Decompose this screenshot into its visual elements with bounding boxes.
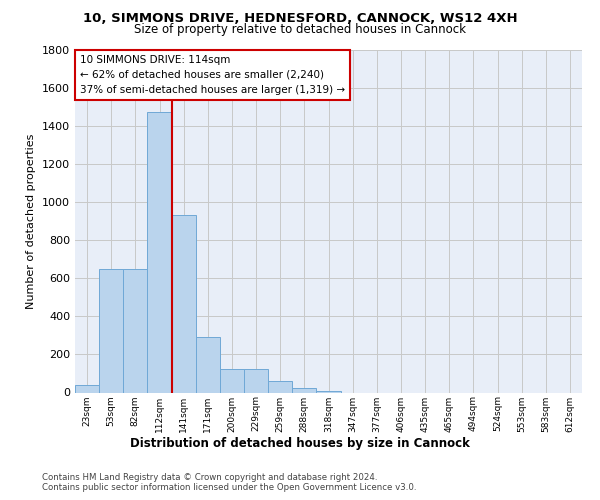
Bar <box>75 386 99 392</box>
Bar <box>196 338 220 392</box>
Bar <box>244 368 268 392</box>
Bar <box>292 388 316 392</box>
Text: Size of property relative to detached houses in Cannock: Size of property relative to detached ho… <box>134 22 466 36</box>
Bar <box>220 368 244 392</box>
Text: Contains HM Land Registry data © Crown copyright and database right 2024.
Contai: Contains HM Land Registry data © Crown c… <box>42 472 416 492</box>
Text: 10 SIMMONS DRIVE: 114sqm
← 62% of detached houses are smaller (2,240)
37% of sem: 10 SIMMONS DRIVE: 114sqm ← 62% of detach… <box>80 55 345 94</box>
Bar <box>148 112 172 392</box>
Bar <box>268 380 292 392</box>
Bar <box>172 214 196 392</box>
Text: Distribution of detached houses by size in Cannock: Distribution of detached houses by size … <box>130 438 470 450</box>
Bar <box>99 269 123 392</box>
Y-axis label: Number of detached properties: Number of detached properties <box>26 134 37 309</box>
Bar <box>316 390 341 392</box>
Text: 10, SIMMONS DRIVE, HEDNESFORD, CANNOCK, WS12 4XH: 10, SIMMONS DRIVE, HEDNESFORD, CANNOCK, … <box>83 12 517 26</box>
Bar <box>123 269 148 392</box>
